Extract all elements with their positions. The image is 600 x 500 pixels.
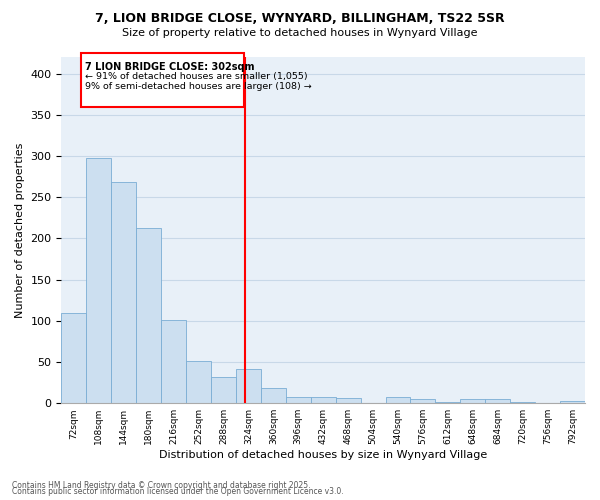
Bar (335, 398, 361, 403)
Bar (86, 158, 111, 403)
X-axis label: Distribution of detached houses by size in Wynyard Village: Distribution of detached houses by size … (159, 450, 487, 460)
Y-axis label: Number of detached properties: Number of detached properties (15, 142, 25, 318)
Bar (111, 182, 136, 403)
Bar (510, 402, 535, 403)
Text: 9% of semi-detached houses are larger (108) →: 9% of semi-detached houses are larger (1… (85, 82, 312, 91)
Bar (261, 388, 286, 403)
Bar (410, 399, 436, 403)
Bar (311, 398, 335, 403)
Bar (82, 53, 244, 106)
Bar (61, 312, 86, 403)
Text: Size of property relative to detached houses in Wynyard Village: Size of property relative to detached ho… (122, 28, 478, 38)
Text: 7, LION BRIDGE CLOSE, WYNYARD, BILLINGHAM, TS22 5SR: 7, LION BRIDGE CLOSE, WYNYARD, BILLINGHA… (95, 12, 505, 26)
Bar (286, 398, 311, 403)
Bar (186, 361, 211, 403)
Text: Contains public sector information licensed under the Open Government Licence v3: Contains public sector information licen… (12, 487, 344, 496)
Bar (460, 399, 485, 403)
Bar (386, 398, 410, 403)
Bar (161, 320, 186, 403)
Bar (136, 228, 161, 403)
Text: ← 91% of detached houses are smaller (1,055): ← 91% of detached houses are smaller (1,… (85, 72, 308, 81)
Bar (436, 402, 460, 403)
Text: Contains HM Land Registry data © Crown copyright and database right 2025.: Contains HM Land Registry data © Crown c… (12, 481, 311, 490)
Bar (211, 377, 236, 403)
Bar (560, 400, 585, 403)
Bar (485, 399, 510, 403)
Text: 7 LION BRIDGE CLOSE: 302sqm: 7 LION BRIDGE CLOSE: 302sqm (85, 62, 254, 72)
Bar (236, 370, 261, 403)
